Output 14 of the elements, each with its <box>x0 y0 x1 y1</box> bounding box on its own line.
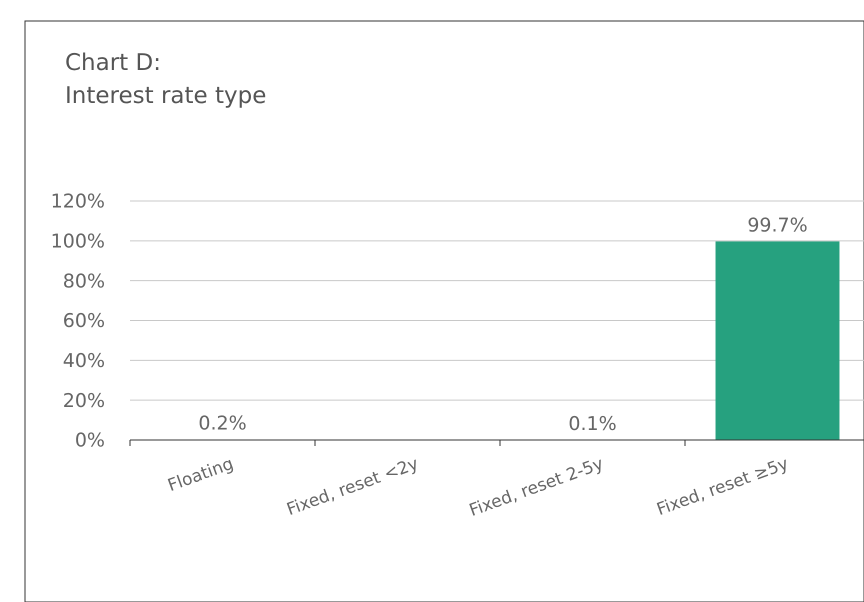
data-label: 0.2% <box>198 412 247 435</box>
y-tick-label: 40% <box>62 350 105 372</box>
y-tick-label: 60% <box>62 310 105 332</box>
y-tick-label: 80% <box>62 270 105 292</box>
y-tick-label: 0% <box>74 430 105 452</box>
y-tick-label: 100% <box>50 230 105 252</box>
data-label: 99.7% <box>747 214 808 236</box>
x-tick-label: Fixed, reset ≥5y <box>654 454 792 520</box>
data-label: 0.1% <box>568 412 617 435</box>
y-tick-label: 20% <box>62 390 105 412</box>
chart-title: Chart D: Interest rate type <box>65 50 266 109</box>
x-tick-label: Fixed, reset <2y <box>284 454 422 520</box>
x-tick-label: Fixed, reset 2-5y <box>466 454 606 521</box>
y-tick-label: 120% <box>50 190 105 213</box>
